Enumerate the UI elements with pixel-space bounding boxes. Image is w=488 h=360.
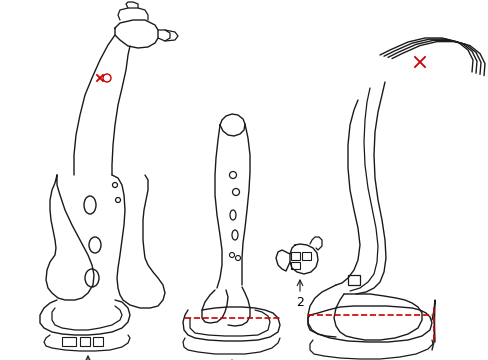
Bar bbox=[302, 252, 310, 260]
Bar bbox=[80, 337, 90, 346]
Bar bbox=[62, 337, 76, 346]
Bar bbox=[93, 337, 103, 346]
Bar bbox=[290, 252, 299, 260]
Bar bbox=[347, 275, 359, 285]
Text: 2: 2 bbox=[295, 296, 304, 309]
Bar bbox=[290, 262, 299, 269]
